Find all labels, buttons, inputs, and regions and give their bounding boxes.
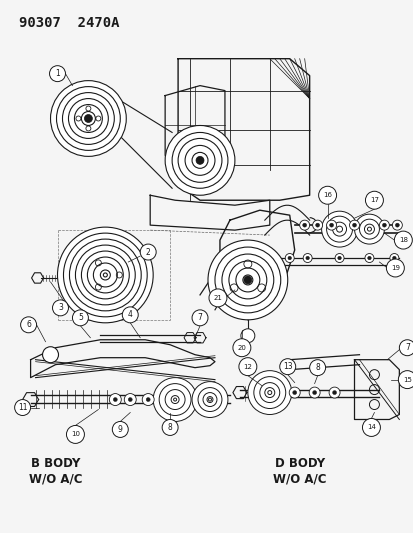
Circle shape (57, 227, 153, 323)
Circle shape (365, 191, 382, 209)
Circle shape (112, 422, 128, 438)
Text: 14: 14 (366, 424, 375, 431)
Circle shape (378, 220, 389, 230)
Text: 10: 10 (71, 431, 80, 438)
Circle shape (389, 254, 398, 263)
Text: 21: 21 (213, 295, 222, 301)
Circle shape (109, 393, 121, 406)
Circle shape (50, 80, 126, 156)
Text: 12: 12 (243, 364, 252, 370)
Text: 4: 4 (128, 310, 133, 319)
Text: D BODY
W/O A/C: D BODY W/O A/C (272, 457, 325, 486)
Circle shape (207, 240, 287, 320)
Circle shape (146, 398, 150, 401)
Circle shape (238, 358, 256, 376)
Circle shape (43, 347, 58, 362)
Circle shape (332, 391, 336, 394)
Circle shape (142, 393, 154, 406)
Circle shape (122, 307, 138, 323)
Circle shape (385, 259, 404, 277)
Circle shape (153, 377, 197, 422)
Circle shape (192, 310, 207, 326)
Text: 3: 3 (58, 303, 63, 312)
Circle shape (124, 393, 136, 406)
Circle shape (362, 418, 380, 437)
Circle shape (196, 156, 204, 164)
Text: 1: 1 (55, 69, 60, 78)
Circle shape (334, 254, 343, 263)
Circle shape (233, 339, 250, 357)
Circle shape (72, 310, 88, 326)
Text: 18: 18 (398, 237, 407, 243)
Circle shape (349, 220, 358, 230)
Text: 9: 9 (118, 425, 122, 434)
Circle shape (84, 115, 92, 123)
Circle shape (287, 256, 291, 260)
Text: 15: 15 (402, 377, 411, 383)
Circle shape (328, 387, 339, 398)
Circle shape (302, 223, 306, 227)
Text: 19: 19 (390, 265, 399, 271)
Circle shape (299, 220, 309, 230)
Circle shape (397, 370, 413, 389)
Circle shape (321, 211, 357, 247)
Circle shape (243, 276, 251, 284)
Circle shape (162, 419, 178, 435)
Circle shape (14, 400, 31, 416)
Circle shape (113, 398, 117, 401)
Circle shape (292, 391, 296, 394)
Circle shape (140, 244, 156, 260)
Circle shape (364, 254, 373, 263)
Circle shape (312, 391, 316, 394)
Circle shape (337, 256, 341, 260)
Text: 5: 5 (78, 313, 83, 322)
Text: 20: 20 (237, 345, 246, 351)
Circle shape (399, 340, 413, 356)
Circle shape (50, 66, 65, 82)
Circle shape (329, 223, 333, 227)
Circle shape (305, 256, 309, 260)
Text: 17: 17 (369, 197, 378, 203)
Text: 13: 13 (282, 362, 292, 371)
Circle shape (394, 223, 399, 227)
Circle shape (326, 220, 336, 230)
Circle shape (52, 300, 68, 316)
Circle shape (21, 317, 36, 333)
Text: 90307  2470A: 90307 2470A (19, 16, 119, 30)
Circle shape (354, 214, 384, 244)
Circle shape (315, 223, 319, 227)
Circle shape (165, 125, 234, 195)
Circle shape (309, 387, 319, 398)
Circle shape (192, 382, 228, 417)
Circle shape (312, 220, 322, 230)
Circle shape (309, 360, 325, 376)
Circle shape (318, 186, 336, 204)
Text: 7: 7 (404, 343, 409, 352)
Circle shape (285, 254, 294, 263)
Circle shape (394, 231, 411, 249)
Circle shape (392, 256, 395, 260)
Circle shape (351, 223, 356, 227)
Circle shape (279, 359, 295, 375)
Circle shape (128, 398, 132, 401)
Circle shape (367, 256, 370, 260)
Text: 7: 7 (197, 313, 202, 322)
Circle shape (392, 220, 401, 230)
Text: 2: 2 (145, 247, 150, 256)
Text: 11: 11 (18, 403, 27, 412)
Text: 16: 16 (322, 192, 331, 198)
Circle shape (289, 387, 299, 398)
Circle shape (66, 425, 84, 443)
Text: 8: 8 (167, 423, 172, 432)
Circle shape (240, 329, 254, 343)
Circle shape (302, 254, 311, 263)
Circle shape (247, 370, 291, 415)
Text: B BODY
W/O A/C: B BODY W/O A/C (28, 457, 82, 486)
Circle shape (209, 289, 226, 307)
Text: 8: 8 (314, 363, 319, 372)
Circle shape (382, 223, 385, 227)
Text: 6: 6 (26, 320, 31, 329)
